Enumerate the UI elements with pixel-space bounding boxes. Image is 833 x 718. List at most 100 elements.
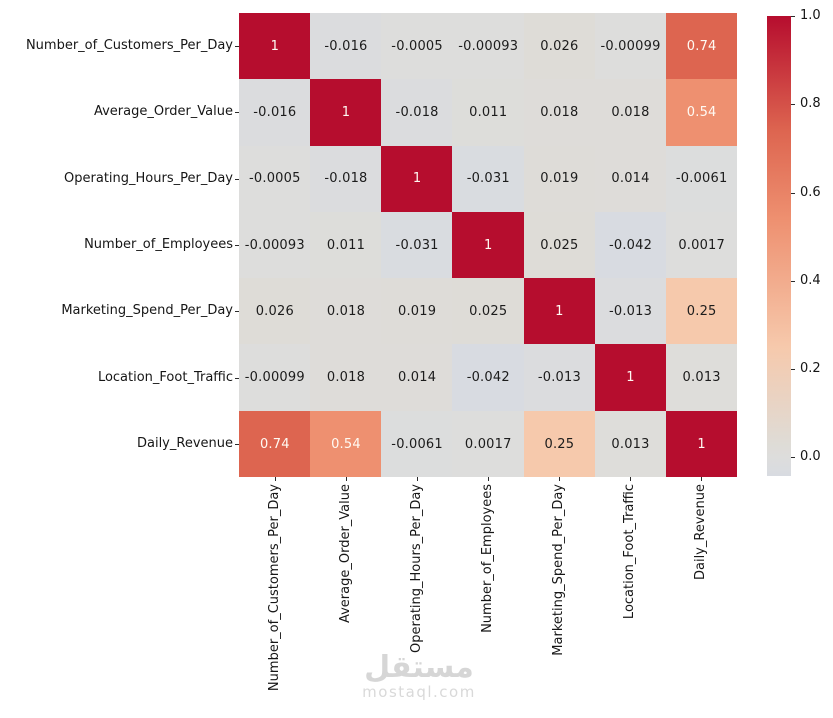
y-tick-label: Number_of_Customers_Per_Day [25, 38, 233, 54]
cell-value: -0.016 [324, 38, 368, 54]
x-tick-mark [345, 477, 347, 481]
colorbar-tick-mark [791, 104, 795, 106]
cell-value: 0.014 [611, 171, 650, 187]
cell-value: 0.013 [682, 370, 721, 386]
x-tick-label: Marketing_Spend_Per_Day [551, 484, 567, 656]
cell-value: 0.54 [331, 436, 361, 452]
heatmap-cell: 0.018 [310, 344, 382, 412]
y-tick-mark [235, 178, 239, 180]
cell-value: 0.25 [686, 304, 717, 320]
heatmap-cell: -0.00093 [452, 13, 525, 80]
cell-value: -0.013 [537, 370, 581, 386]
heatmap-cell: 0.014 [594, 145, 667, 213]
x-tick-label: Daily_Revenue [693, 484, 709, 581]
cell-value: 0.54 [686, 105, 717, 121]
x-tick-label: Number_of_Customers_Per_Day [266, 484, 282, 692]
heatmap-cell: 0.018 [523, 79, 596, 147]
heatmap-cell: 1 [381, 145, 453, 213]
cell-value: -0.016 [253, 105, 297, 121]
colorbar [767, 16, 791, 476]
cell-value: 1 [484, 237, 493, 253]
heatmap-cell: 1 [523, 278, 596, 345]
colorbar-tick-label: 0.4 [800, 272, 821, 288]
cell-value: -0.0061 [391, 436, 443, 452]
cell-value: 0.019 [540, 171, 579, 187]
cell-value: 0.014 [397, 370, 437, 386]
y-tick-label: Average_Order_Value [93, 104, 233, 120]
heatmap-cell: -0.00099 [239, 344, 311, 412]
x-tick-label: Average_Order_Value [337, 484, 353, 624]
cell-value: -0.0061 [675, 171, 728, 187]
cell-value: -0.031 [466, 171, 510, 187]
heatmap-cell: -0.031 [381, 211, 453, 279]
heatmap-cell: 0.019 [523, 145, 596, 213]
heatmap-cell: 0.011 [310, 211, 382, 279]
cell-value: 0.019 [397, 304, 437, 320]
cell-value: -0.013 [608, 304, 653, 320]
cell-value: -0.00099 [600, 38, 661, 54]
x-tick-label: Location_Foot_Traffic [622, 484, 638, 620]
cell-value: 1 [697, 436, 706, 452]
cell-value: -0.00099 [244, 370, 305, 386]
cell-value: 0.0017 [678, 237, 725, 253]
cell-value: 1 [555, 304, 564, 320]
cell-value: 0.74 [259, 436, 290, 452]
cell-value: 1 [341, 105, 351, 121]
colorbar-tick-mark [791, 280, 795, 282]
colorbar-tick-mark [791, 192, 795, 194]
cell-value: -0.00093 [244, 237, 305, 253]
y-tick-label: Daily_Revenue [136, 435, 233, 451]
heatmap-cell: -0.031 [452, 145, 525, 213]
heatmap-cell: 0.74 [239, 410, 311, 478]
y-tick-mark [235, 443, 239, 445]
heatmap-cell: 0.25 [523, 410, 596, 478]
cell-value: 1 [412, 171, 422, 187]
x-tick-mark [416, 477, 418, 481]
cell-value: 0.013 [611, 436, 650, 452]
colorbar-tick-label: 0.6 [800, 184, 821, 200]
heatmap-cell: -0.013 [594, 278, 667, 345]
heatmap-cell: 0.018 [594, 79, 667, 147]
heatmap-cell: 0.019 [381, 278, 453, 345]
colorbar-tick-mark [791, 457, 795, 459]
y-tick-label: Location_Foot_Traffic [97, 369, 233, 385]
heatmap-cell: 0.025 [452, 278, 525, 345]
x-tick-mark [701, 477, 703, 481]
heatmap-cell: -0.00093 [239, 211, 311, 279]
colorbar-tick-label: 0.2 [800, 361, 821, 377]
cell-value: -0.031 [395, 237, 439, 253]
heatmap-cell: -0.016 [239, 79, 311, 147]
heatmap-cell: 0.026 [523, 13, 596, 80]
heatmap-cell: -0.00099 [594, 13, 667, 80]
heatmap-cell: -0.0061 [665, 145, 738, 213]
heatmap-cell: 1 [594, 344, 667, 412]
y-tick-label: Marketing_Spend_Per_Day [61, 303, 233, 319]
cell-value: 0.011 [469, 105, 508, 121]
y-tick-label: Operating_Hours_Per_Day [64, 170, 233, 186]
colorbar-tick-mark [791, 369, 795, 371]
x-tick-mark [488, 477, 489, 481]
cell-value: -0.018 [395, 105, 439, 121]
cell-value: 0.018 [326, 304, 366, 320]
cell-value: 0.018 [540, 105, 579, 121]
cell-value: 0.011 [326, 237, 366, 253]
colorbar-tick-label: 0.8 [800, 96, 821, 112]
heatmap-cell: 0.25 [665, 278, 738, 345]
heatmap-cell: -0.018 [310, 145, 382, 213]
cell-value: 0.025 [540, 237, 579, 253]
colorbar-tick-mark [791, 16, 795, 17]
x-tick-mark [274, 477, 276, 481]
cell-value: 0.026 [540, 38, 579, 54]
heatmap-cell: 0.025 [523, 211, 596, 279]
cell-value: 0.018 [326, 370, 366, 386]
heatmap-cell: 1 [665, 410, 738, 478]
watermark: مستقل mostaql.com [360, 650, 478, 701]
colorbar-tick-label: 0.0 [800, 449, 821, 465]
heatmap-cell: -0.0005 [381, 13, 453, 80]
heatmap-cell: -0.042 [452, 344, 525, 412]
cell-value: 1 [626, 370, 635, 386]
watermark-arabic-logo: مستقل [364, 650, 474, 685]
heatmap-cell: 0.54 [665, 79, 738, 147]
heatmap-cell: 1 [452, 211, 525, 279]
heatmap-cell: 0.011 [452, 79, 525, 147]
